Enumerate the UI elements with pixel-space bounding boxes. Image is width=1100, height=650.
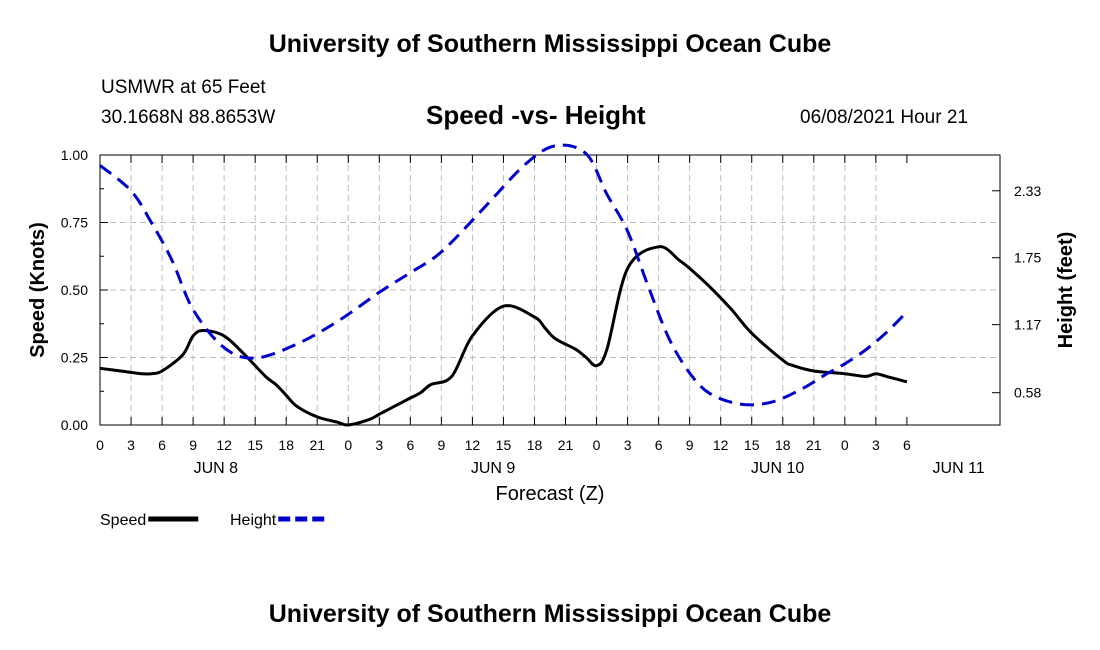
- x-tick-label: 6: [406, 437, 414, 453]
- x-tick-label: 15: [496, 437, 512, 453]
- x-tick-label: 3: [127, 437, 135, 453]
- height-legend-label: Height: [230, 512, 277, 529]
- date-label: JUN 8: [194, 460, 239, 477]
- x-tick-label: 0: [96, 437, 104, 453]
- grid-lines: [100, 155, 1000, 425]
- x-tick-label: 6: [158, 437, 166, 453]
- y-tick-label-right: 1.75: [1014, 250, 1041, 266]
- x-tick-label: 18: [527, 437, 543, 453]
- y-axis-label-left: Speed (Knots): [27, 222, 49, 358]
- x-tick-label: 3: [375, 437, 383, 453]
- date-label: JUN 9: [471, 460, 516, 477]
- y-tick-label-left: 0.00: [61, 417, 88, 433]
- x-tick-label: 18: [775, 437, 791, 453]
- x-tick-label: 21: [558, 437, 574, 453]
- x-tick-label: 21: [806, 437, 822, 453]
- x-tick-label: 3: [872, 437, 880, 453]
- legend: Speed Height: [100, 512, 329, 529]
- y-tick-label-left: 0.25: [61, 350, 88, 366]
- main-title: University of Southern Mississippi Ocean…: [268, 30, 832, 58]
- footer-title: University of Southern Mississippi Ocean…: [268, 600, 832, 628]
- chart-date: 06/08/2021 Hour 21: [800, 107, 968, 128]
- x-tick-label: 0: [841, 437, 849, 453]
- x-tick-label: 12: [216, 437, 232, 453]
- x-tick-label: 9: [686, 437, 694, 453]
- series-layer: [99, 143, 908, 427]
- x-tick-label: 9: [437, 437, 445, 453]
- y-tick-label-right: 2.33: [1014, 183, 1041, 199]
- x-tick-label: 0: [344, 437, 352, 453]
- date-label: JUN 11: [933, 460, 985, 477]
- x-tick-label: 15: [744, 437, 760, 453]
- y-tick-label-left: 0.75: [61, 215, 88, 231]
- x-axis-label: Forecast (Z): [496, 483, 605, 505]
- x-tick-label: 6: [903, 437, 911, 453]
- x-tick-label: 21: [309, 437, 325, 453]
- station-name: USMWR at 65 Feet: [101, 77, 266, 98]
- y-tick-label-left: 1.00: [61, 147, 88, 163]
- y-tick-label-right: 1.17: [1014, 317, 1041, 333]
- axes: 0 3 6 9 12 15 18 21 0 3 6 9 12 15 18 21 0 3 6 9 12 15 18 21 0 3 6 J…: [61, 147, 1042, 477]
- speed-legend-label: Speed: [100, 512, 146, 529]
- speed-series-line: [99, 245, 908, 427]
- x-tick-label: 12: [465, 437, 481, 453]
- date-label: JUN 10: [751, 460, 804, 477]
- y-axis-label-right: Height (feet): [1055, 232, 1077, 349]
- chart-title: Speed -vs- Height: [426, 100, 646, 130]
- x-tick-label: 0: [593, 437, 601, 453]
- station-coordinates: 30.1668N 88.8653W: [101, 107, 276, 128]
- x-tick-label: 9: [189, 437, 197, 453]
- x-tick-label: 15: [247, 437, 263, 453]
- x-tick-label: 6: [655, 437, 663, 453]
- height-series-line: [99, 143, 908, 407]
- x-tick-label: 3: [624, 437, 632, 453]
- x-tick-label: 12: [713, 437, 729, 453]
- y-tick-label-left: 0.50: [61, 282, 88, 298]
- y-tick-label-right: 0.58: [1014, 385, 1041, 401]
- x-tick-label: 18: [278, 437, 294, 453]
